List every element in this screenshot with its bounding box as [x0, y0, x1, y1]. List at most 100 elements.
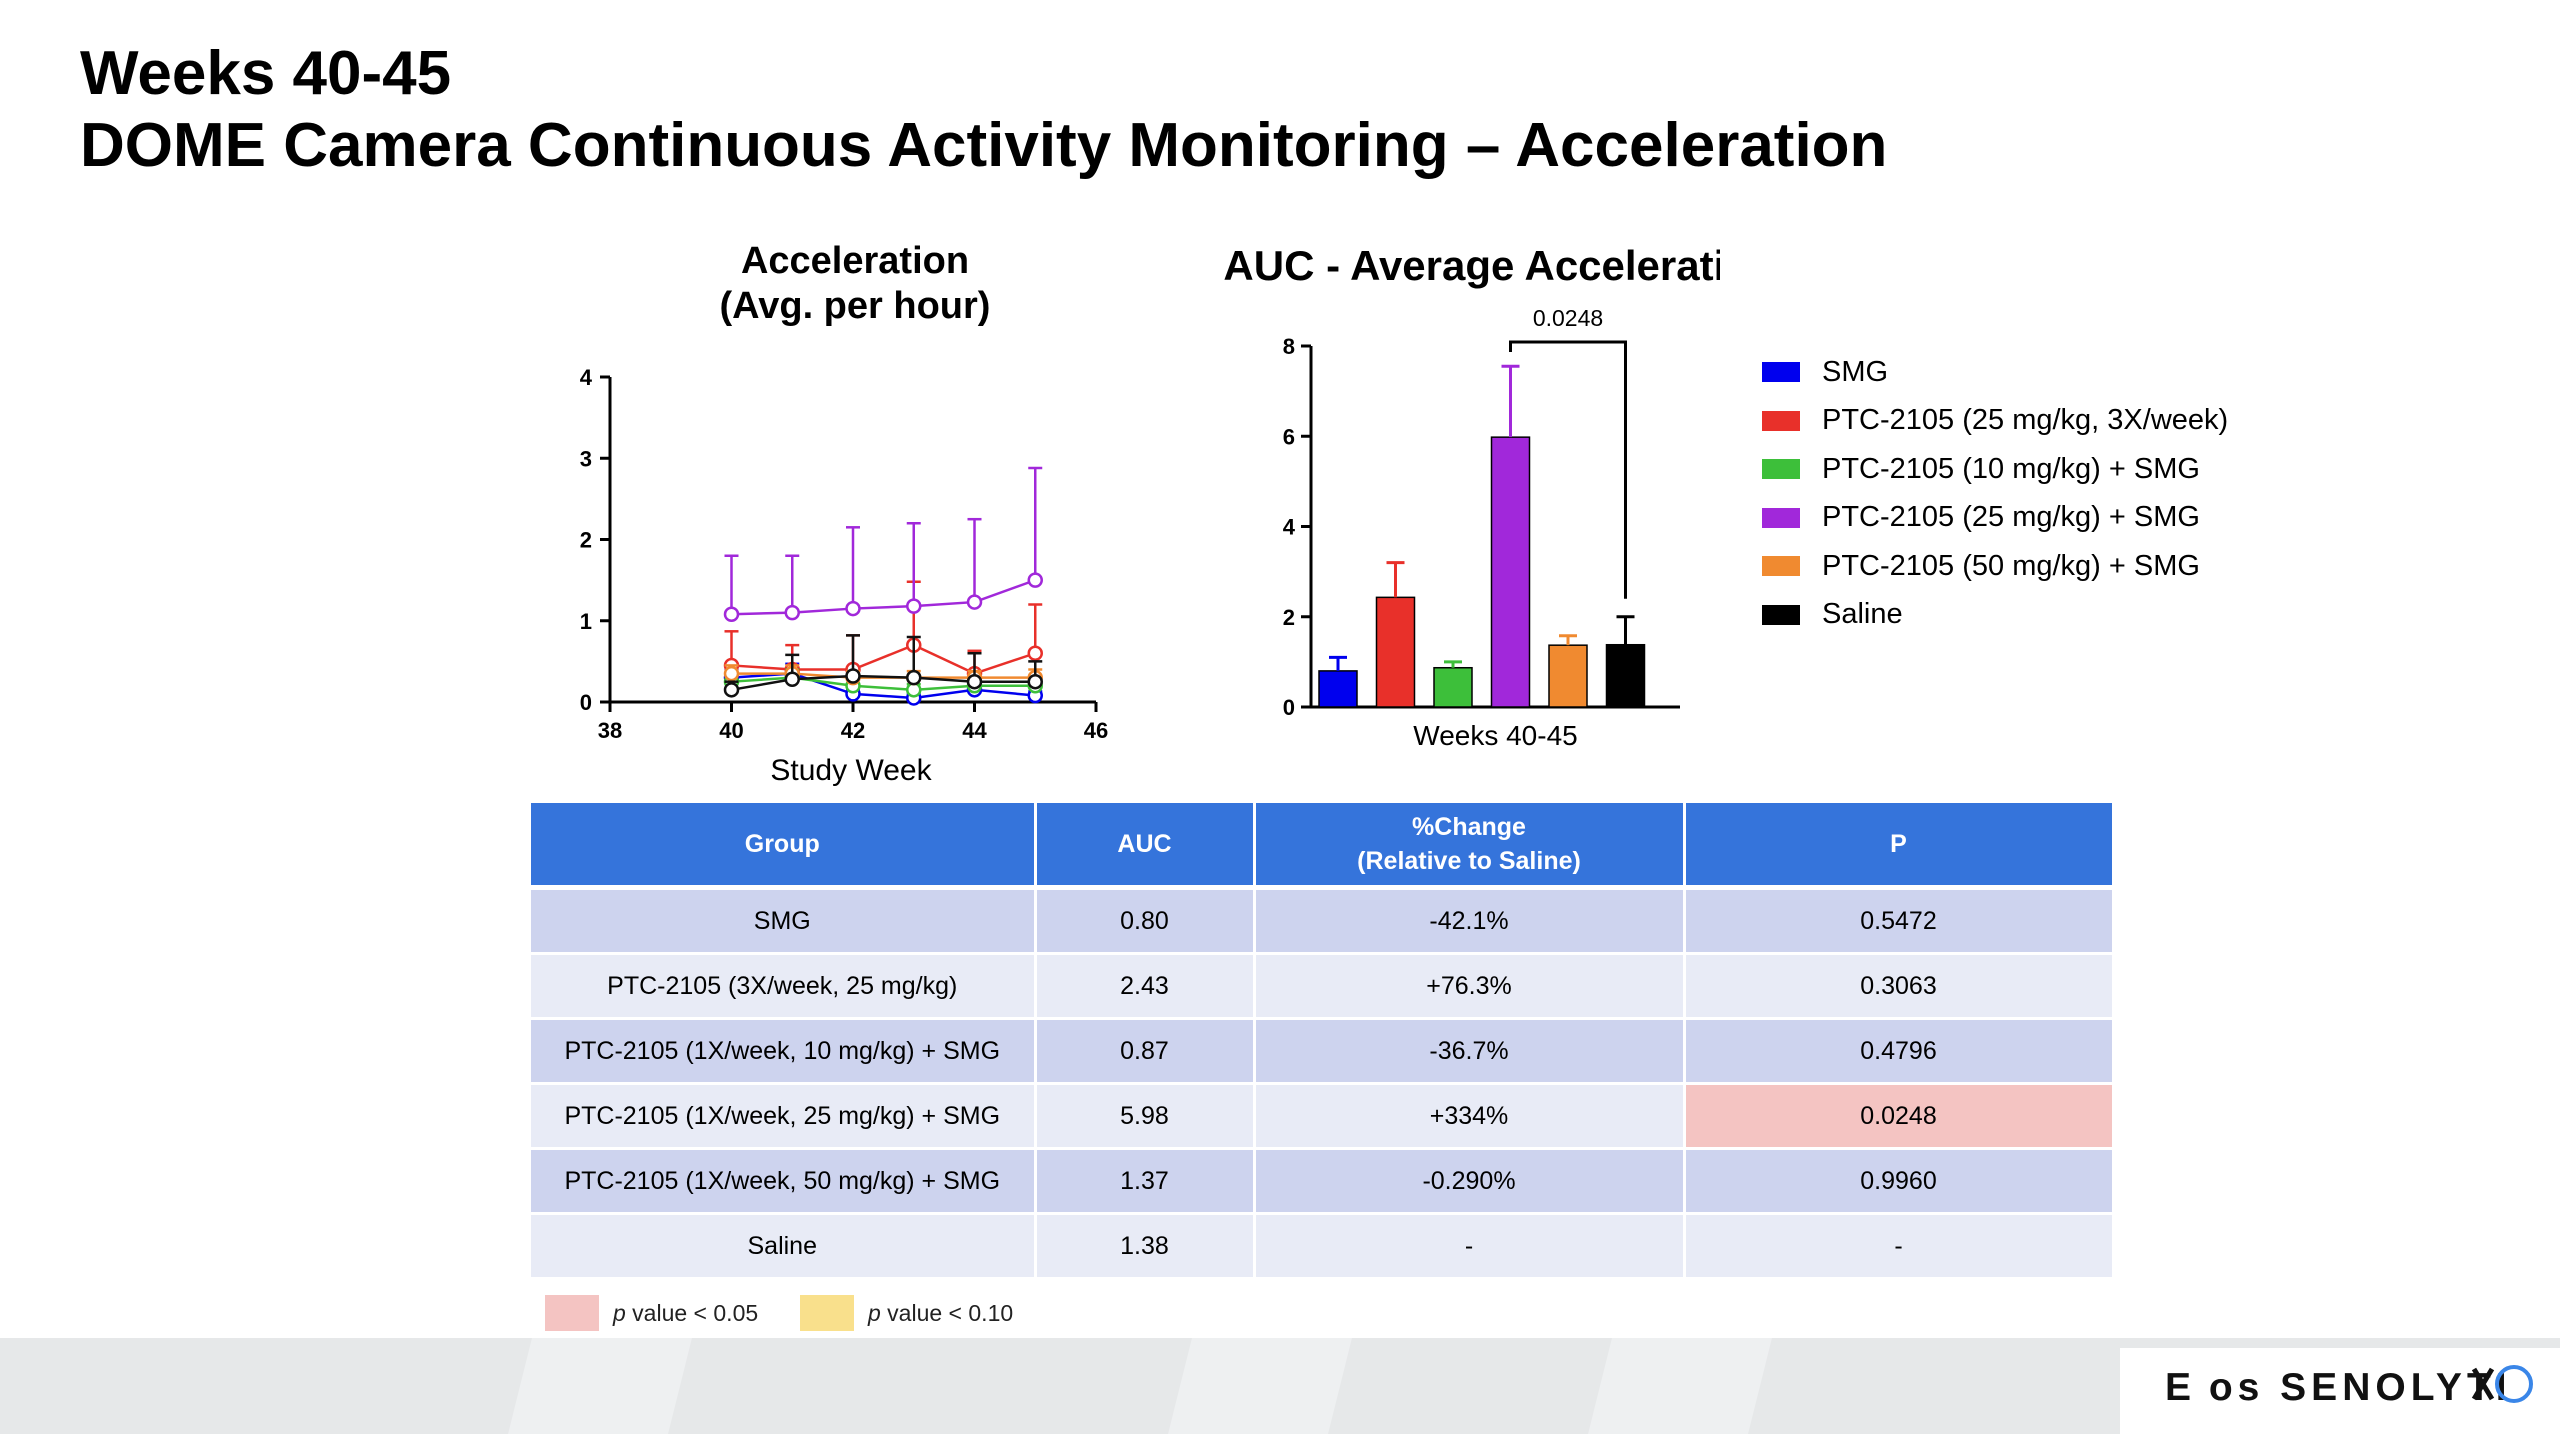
y-tick-label: 0	[580, 690, 592, 715]
cell-auc: 1.38	[1035, 1213, 1256, 1280]
title-line-1: Weeks 40-45	[80, 39, 452, 108]
line-chart-title: Acceleration	[741, 240, 969, 282]
y-tick-label: 3	[580, 446, 592, 471]
bar-y-tick-label: 4	[1283, 515, 1296, 540]
table-row: PTC-2105 (3X/week, 25 mg/kg) 2.43 +76.3%…	[531, 953, 2115, 1020]
chart-legend: SMG PTC-2105 (25 mg/kg, 3X/week) PTC-2105 …	[1762, 348, 2228, 639]
acceleration-line-chart: Acceleration(Avg. per hour) 38 40 42 44 46 0 1 2…	[580, 240, 1108, 787]
data-point	[966, 594, 983, 610]
cell-p-significant: 0.0248	[1684, 1083, 2115, 1150]
cell-group: PTC-2105 (1X/week, 10 mg/kg) + SMG	[531, 1018, 1037, 1085]
series-line	[731, 674, 1036, 692]
footer-stripe	[1588, 1338, 1772, 1434]
significance-p-value: 0.0248	[1533, 305, 1603, 331]
table-row: Saline 1.38 - -	[531, 1213, 2115, 1280]
data-point	[845, 668, 861, 684]
line-series	[723, 662, 1043, 706]
bar-x-axis-label: Weeks 40-45	[1413, 720, 1577, 751]
x-tick-label: 38	[598, 718, 622, 743]
line-series	[723, 580, 1043, 682]
legend-label: PTC-2105 (25 mg/kg) + SMG	[1822, 501, 2200, 534]
bar-y-tick-label: 2	[1283, 605, 1295, 630]
legend-item: Saline	[1762, 591, 2228, 640]
pkey-p-010: p	[868, 1299, 881, 1326]
pkey-label-005: p value < 0.05	[613, 1300, 758, 1327]
cell-p: 0.4796	[1684, 1018, 2115, 1085]
data-point	[966, 673, 983, 690]
legend-label: SMG	[1822, 355, 1889, 388]
y-tick-label: 2	[580, 528, 592, 553]
legend-label: PTC-2105 (50 mg/kg) + SMG	[1822, 549, 2200, 582]
table-row: PTC-2105 (1X/week, 50 mg/kg) + SMG 1.37 …	[531, 1148, 2115, 1215]
bar-group	[1490, 364, 1531, 708]
cell-p: 0.9960	[1684, 1148, 2115, 1215]
col-header-group: Group	[531, 803, 1037, 890]
significance-bracket	[1509, 340, 1627, 599]
cell-change: +334%	[1254, 1083, 1686, 1150]
bar	[1375, 596, 1416, 708]
legend-swatch	[1762, 556, 1800, 577]
y-tick-label: 1	[580, 609, 592, 634]
data-point	[1027, 645, 1043, 661]
bar-y-tick-label: 0	[1283, 695, 1295, 720]
cell-auc: 0.87	[1035, 1018, 1256, 1085]
pkey-p-005: p	[613, 1299, 626, 1326]
bar	[1605, 643, 1646, 708]
series-line	[731, 676, 1036, 692]
cell-change: -0.290%	[1254, 1148, 1686, 1215]
cell-auc: 2.43	[1035, 953, 1256, 1020]
footer-stripe	[1168, 1338, 1352, 1434]
bar-group	[1433, 660, 1473, 708]
bar	[1318, 670, 1358, 708]
line-series	[723, 634, 1043, 698]
x-tick-label: 46	[1084, 718, 1108, 743]
data-point	[906, 598, 922, 614]
table-row: SMG 0.80 -42.1% 0.5472	[531, 887, 2115, 955]
legend-item: PTC-2105 (50 mg/kg) + SMG	[1762, 542, 2228, 591]
cell-change: -	[1254, 1213, 1686, 1280]
cell-auc: 0.80	[1035, 887, 1256, 955]
slide-title: Weeks 40-45 DOME Camera Continuous Activ…	[80, 38, 1887, 182]
col-header-auc: AUC	[1035, 803, 1256, 890]
cell-group: PTC-2105 (1X/week, 25 mg/kg) + SMG	[531, 1083, 1037, 1150]
col-header-p: P	[1684, 803, 2115, 890]
cell-p: -	[1684, 1213, 2115, 1280]
legend-label: Saline	[1822, 598, 1903, 631]
x-tick-label: 44	[962, 718, 987, 743]
data-point	[1027, 572, 1043, 588]
x-tick-label: 40	[719, 718, 743, 743]
table-header-row: Group AUC %Change (Relative to Saline) P	[531, 803, 2115, 890]
legend-swatch	[1762, 459, 1800, 480]
col-header-change: %Change (Relative to Saline)	[1254, 803, 1686, 890]
y-tick-label: 4	[580, 365, 593, 390]
pkey-swatch-005	[545, 1295, 599, 1331]
bar-group	[1605, 615, 1646, 708]
pkey-swatch-010	[800, 1295, 854, 1331]
cell-auc: 1.37	[1035, 1148, 1256, 1215]
series-line	[731, 578, 1036, 616]
bar	[1433, 666, 1473, 708]
pkey-005: p value < 0.05	[545, 1295, 758, 1331]
cell-p: 0.3063	[1684, 953, 2115, 1020]
footer-stripe	[508, 1338, 692, 1434]
line-series	[723, 466, 1043, 622]
legend-label: PTC-2105 (25 mg/kg, 3X/week)	[1822, 404, 2229, 437]
cell-change: -36.7%	[1254, 1018, 1686, 1085]
legend-swatch	[1762, 410, 1800, 431]
cell-group: PTC-2105 (3X/week, 25 mg/kg)	[531, 953, 1037, 1020]
data-point	[784, 671, 800, 687]
table-row: PTC-2105 (1X/week, 25 mg/kg) + SMG 5.98 …	[531, 1083, 2115, 1150]
logo-infinity-icon	[2471, 1365, 2533, 1403]
bar-group	[1318, 655, 1358, 708]
cell-group: PTC-2105 (1X/week, 50 mg/kg) + SMG	[531, 1148, 1037, 1215]
line-chart-subtitle: (Avg. per hour)	[720, 285, 991, 327]
data-point	[723, 665, 740, 682]
pkey-text-010: value < 0.10	[880, 1299, 1014, 1326]
legend-item: PTC-2105 (25 mg/kg) + SMG	[1762, 494, 2228, 543]
bar-y-tick-label: 8	[1283, 334, 1295, 359]
stats-table: Group AUC %Change (Relative to Saline) P…	[531, 803, 2115, 1280]
cell-change: +76.3%	[1254, 953, 1686, 1020]
cell-p: 0.5472	[1684, 887, 2115, 955]
legend-swatch	[1762, 604, 1800, 625]
legend-swatch	[1762, 362, 1800, 383]
